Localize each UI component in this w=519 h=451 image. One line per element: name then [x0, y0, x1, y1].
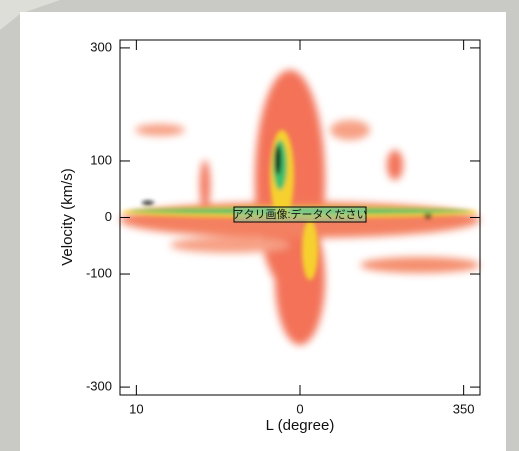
y-axis-label: Velocity (km/s): [59, 168, 76, 266]
y-tick-label: 300: [90, 39, 112, 54]
blob: [170, 237, 290, 253]
blob: [387, 150, 403, 180]
x-tick-label: 350: [453, 401, 475, 416]
frame-corner: [0, 0, 60, 30]
x-tick-label: 0: [296, 401, 303, 416]
blob: [424, 214, 432, 218]
blob: [302, 220, 318, 280]
blob: [200, 160, 210, 210]
annotation-box: [233, 206, 367, 223]
blob: [275, 145, 281, 175]
y-tick-label: -300: [86, 379, 112, 394]
y-tick-label: -100: [86, 265, 112, 280]
blob: [360, 257, 480, 273]
blob: [135, 124, 185, 136]
blob: [142, 201, 154, 205]
annotation: アタリ画像:データください: [232, 207, 367, 221]
y-tick-label: 0: [105, 209, 112, 224]
blob: [330, 120, 370, 140]
x-tick-label: 10: [129, 401, 143, 416]
x-axis-label: L (degree): [266, 417, 335, 434]
y-tick-label: 100: [90, 152, 112, 167]
